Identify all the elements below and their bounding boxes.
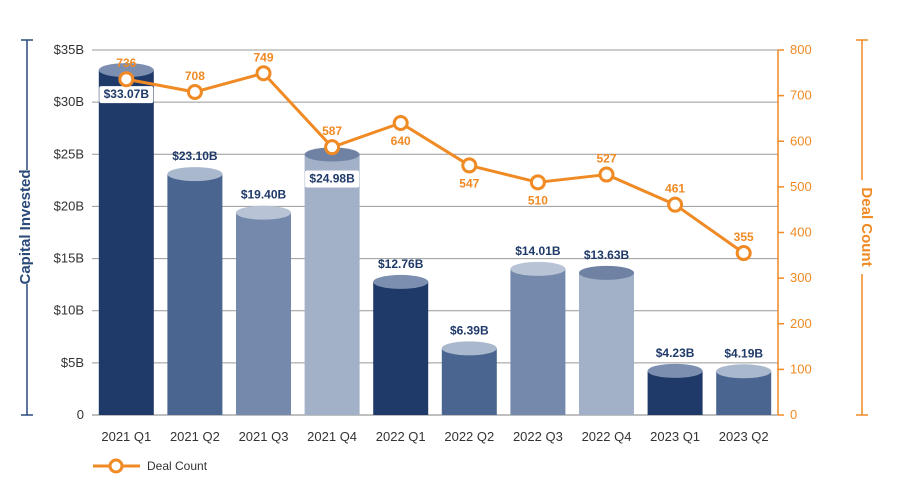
x-tick-label: 2021 Q2 bbox=[170, 429, 220, 444]
bar-value-labels: $33.07B $23.10B $19.40B $24.98B $12.76B $6.39… bbox=[99, 86, 763, 360]
deal-count-point bbox=[667, 196, 684, 213]
deal-count-label: 461 bbox=[665, 182, 685, 196]
bar bbox=[716, 371, 772, 415]
x-tick-label: 2021 Q3 bbox=[239, 429, 289, 444]
bar-cap bbox=[236, 205, 291, 220]
bar bbox=[373, 281, 429, 415]
y2-tick-label: 200 bbox=[790, 316, 812, 331]
legend-marker-swatch bbox=[108, 458, 124, 474]
deal-count-line bbox=[126, 71, 745, 255]
bar-cap bbox=[716, 364, 772, 379]
bar-value-label: $19.40B bbox=[241, 188, 287, 202]
deal-count-label: 708 bbox=[185, 69, 205, 83]
deal-count-point bbox=[735, 245, 752, 262]
bar-value-label: $12.76B bbox=[378, 257, 424, 271]
bar-value-label: $33.07B bbox=[104, 87, 150, 101]
bar-value-label: $4.23B bbox=[656, 346, 695, 360]
deal-count-label: 736 bbox=[116, 56, 136, 70]
x-tick-label: 2021 Q4 bbox=[307, 429, 357, 444]
deal-count-point bbox=[118, 71, 135, 88]
y2-tick-label: 100 bbox=[790, 361, 812, 376]
bar bbox=[167, 174, 223, 415]
deal-count-label: 749 bbox=[253, 50, 273, 64]
bar-value-label: $13.63B bbox=[584, 248, 630, 262]
y-title-background bbox=[17, 170, 37, 284]
x-tick-label: 2023 Q1 bbox=[650, 429, 700, 444]
y-tick-label: $5B bbox=[61, 355, 84, 370]
bar bbox=[236, 212, 291, 415]
bar bbox=[647, 370, 703, 415]
bar-label-box bbox=[305, 170, 360, 188]
y-tick-label: $30B bbox=[54, 94, 84, 109]
bar-value-label: $4.19B bbox=[724, 346, 763, 360]
deal-count-point bbox=[186, 83, 203, 100]
y2-tick-label: 600 bbox=[790, 133, 812, 148]
legend: Deal Count bbox=[93, 458, 208, 474]
x-tick-label: 2022 Q4 bbox=[582, 429, 632, 444]
deal-count-series: 736 708 749 587 640 547 510 527 461 355 bbox=[116, 50, 754, 262]
bar bbox=[579, 272, 634, 415]
deal-count-point bbox=[529, 174, 546, 191]
y-tick-label: $25B bbox=[54, 146, 84, 161]
y2-title-background bbox=[852, 180, 872, 274]
right-axis: 0 100 200 300 400 500 600 700 800 bbox=[777, 39, 872, 422]
y2-tick-label: 300 bbox=[790, 270, 812, 285]
y2-axis-title: Deal Count bbox=[858, 187, 875, 266]
legend-label: Deal Count bbox=[147, 459, 208, 473]
bar-cap bbox=[510, 261, 566, 276]
bar bbox=[304, 154, 360, 415]
x-tick-label: 2022 Q1 bbox=[376, 429, 426, 444]
deal-count-point bbox=[255, 65, 272, 82]
bar-value-label: $23.10B bbox=[172, 149, 218, 163]
deal-count-label: 355 bbox=[734, 230, 754, 244]
bar-cap bbox=[441, 341, 497, 356]
x-tick-label: 2022 Q3 bbox=[513, 429, 563, 444]
bar bbox=[98, 70, 154, 416]
deal-count-label: 527 bbox=[596, 152, 616, 166]
deal-count-label: 640 bbox=[391, 134, 411, 148]
y2-tick-label: 500 bbox=[790, 179, 812, 194]
y-tick-label: $35B bbox=[54, 42, 84, 57]
x-axis: 2021 Q1 2021 Q2 2021 Q3 2021 Q4 2022 Q1 2022 … bbox=[101, 429, 768, 444]
bar-series bbox=[98, 63, 772, 416]
bar-value-label: $14.01B bbox=[515, 244, 561, 258]
bar-cap bbox=[98, 63, 154, 78]
bar-value-label: $6.39B bbox=[450, 323, 489, 337]
y-tick-label: $15B bbox=[54, 251, 84, 266]
left-axis: 0 $5B $10B $15B $20B $25B $30B $35B bbox=[17, 39, 84, 422]
bar-cap bbox=[647, 363, 703, 378]
deal-count-point bbox=[461, 157, 478, 174]
y2-tick-label: 800 bbox=[790, 42, 812, 57]
deal-count-label: 510 bbox=[528, 193, 548, 207]
bar bbox=[510, 268, 566, 415]
deal-count-label: 587 bbox=[322, 124, 342, 138]
y2-tick-label: 400 bbox=[790, 225, 812, 240]
bar-label-box bbox=[99, 86, 154, 104]
x-tick-label: 2022 Q2 bbox=[444, 429, 494, 444]
y2-tick-label: 0 bbox=[790, 407, 797, 422]
y-tick-label: 0 bbox=[77, 407, 84, 422]
deal-count-point bbox=[324, 139, 341, 156]
x-tick-label: 2023 Q2 bbox=[719, 429, 769, 444]
y2-tick-label: 700 bbox=[790, 88, 812, 103]
bar-cap bbox=[373, 274, 429, 289]
bar bbox=[441, 348, 497, 415]
y-tick-label: $10B bbox=[54, 303, 84, 318]
x-tick-label: 2021 Q1 bbox=[101, 429, 151, 444]
bar-value-label: $24.98B bbox=[309, 171, 355, 185]
deal-count-point bbox=[598, 166, 615, 183]
bar-cap bbox=[579, 265, 634, 280]
deal-count-point bbox=[392, 115, 409, 131]
bar-cap bbox=[167, 167, 223, 182]
deal-count-label: 547 bbox=[459, 176, 479, 190]
y-tick-label: $20B bbox=[54, 198, 84, 213]
y-axis-title: Capital Invested bbox=[17, 169, 34, 284]
